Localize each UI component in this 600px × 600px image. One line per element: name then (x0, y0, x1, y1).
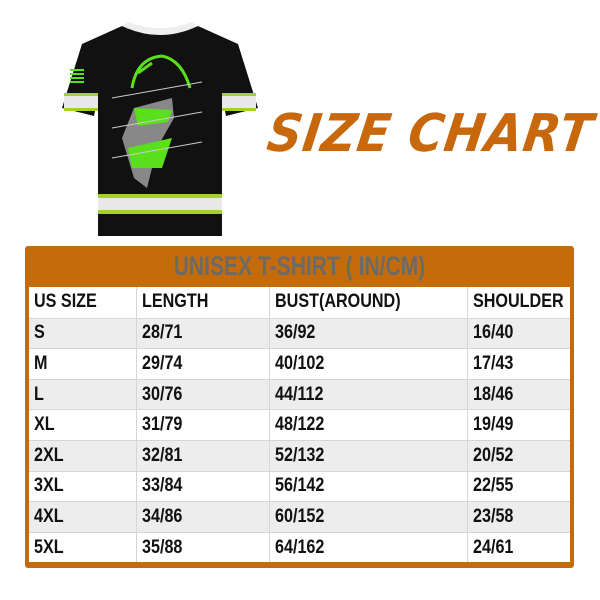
column-header: SHOULDER (473, 291, 564, 313)
table-cell: 5XL (29, 532, 137, 563)
table-cell: 40/102 (270, 349, 468, 379)
table-cell: 52/132 (270, 440, 468, 471)
table-cell: 44/112 (270, 379, 468, 410)
column-header: BUST(AROUND) (270, 287, 468, 318)
table-cell: 3XL (29, 471, 137, 502)
table-row: 5XL 35/88 64/162 24/61 (29, 531, 570, 563)
table-cell: M (29, 349, 137, 379)
table-cell: 36/92 (270, 318, 468, 349)
table-cell: 19/49 (473, 414, 514, 436)
table-cell: 4XL (29, 502, 137, 532)
table-row: L 30/76 44/112 18/46 (29, 378, 570, 410)
column-header: LENGTH (137, 287, 270, 318)
table-cell: 16/40 (473, 322, 514, 344)
table-cell: 60/152 (270, 502, 468, 532)
table-cell: 34/86 (137, 502, 270, 532)
table-cell: 32/81 (137, 440, 270, 471)
table-cell: L (29, 379, 137, 410)
table-cell: 64/162 (270, 532, 468, 563)
table-row: 3XL 33/84 56/142 22/55 (29, 470, 570, 502)
tshirt-image (62, 22, 258, 236)
table-cell: 35/88 (137, 532, 270, 563)
size-table: UNISEX T-SHIRT ( IN/CM) US SIZE LENGTH B… (25, 246, 574, 568)
table-cell: 20/52 (473, 444, 514, 466)
column-header: US SIZE (29, 287, 137, 318)
table-cell: 56/142 (270, 471, 468, 502)
table-row: 2XL 32/81 52/132 20/52 (29, 439, 570, 471)
table-cell: 30/76 (137, 379, 270, 410)
table-cell: 22/55 (473, 475, 514, 497)
table-cell: 24/61 (473, 536, 514, 558)
table-cell: XL (29, 410, 137, 440)
header-row: US SIZE LENGTH BUST(AROUND) SHOULDER (29, 287, 570, 318)
table-caption: UNISEX T-SHIRT ( IN/CM) (173, 251, 426, 281)
table-cell: 18/46 (473, 383, 514, 405)
table-row: S 28/71 36/92 16/40 (29, 317, 570, 349)
table-cell: S (29, 318, 137, 349)
size-chart-title: SIZE CHART (263, 104, 597, 164)
table-row: 4XL 34/86 60/152 23/58 (29, 501, 570, 532)
table-cell: 33/84 (137, 471, 270, 502)
table-cell: 28/71 (137, 318, 270, 349)
table-cell: 31/79 (137, 410, 270, 440)
table-cell: 17/43 (473, 352, 514, 374)
table-cell: 48/122 (270, 410, 468, 440)
table-cell: 29/74 (137, 349, 270, 379)
table-row: XL 31/79 48/122 19/49 (29, 409, 570, 440)
table-cell: 23/58 (473, 505, 514, 527)
table-row: M 29/74 40/102 17/43 (29, 348, 570, 379)
table-cell: 2XL (29, 440, 137, 471)
